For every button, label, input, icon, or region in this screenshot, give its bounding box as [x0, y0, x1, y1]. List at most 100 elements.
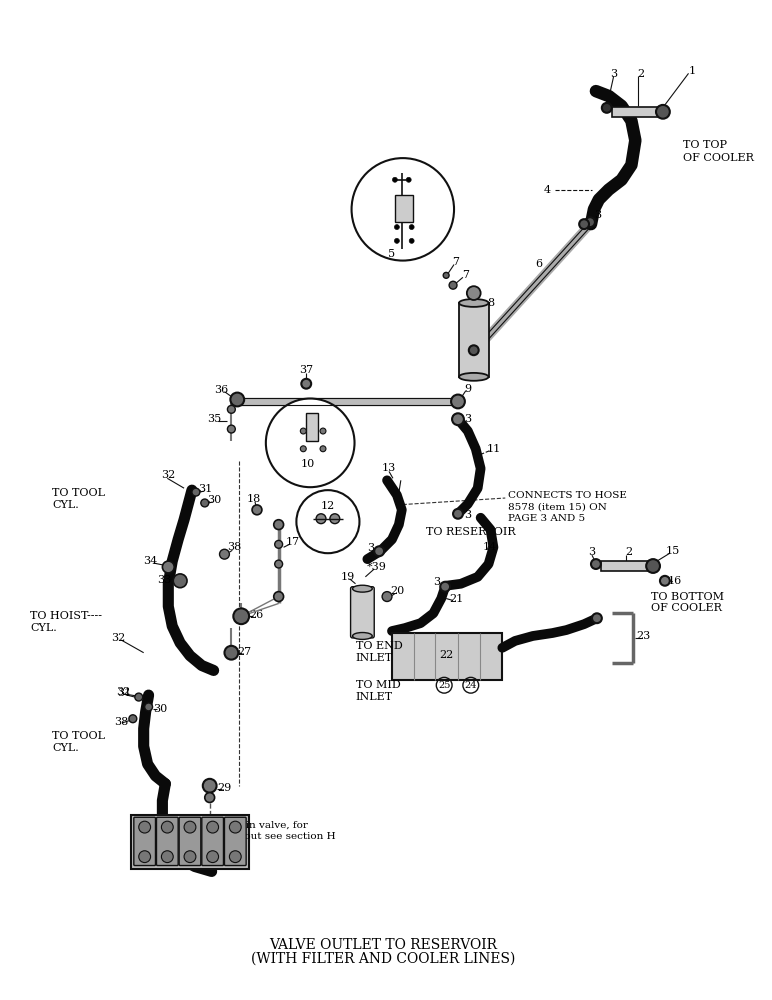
Circle shape [320, 428, 326, 434]
FancyBboxPatch shape [306, 413, 318, 441]
Text: 27: 27 [237, 647, 251, 657]
FancyBboxPatch shape [350, 587, 374, 638]
Circle shape [173, 574, 187, 588]
Text: 30: 30 [208, 495, 222, 505]
Text: 19: 19 [340, 572, 355, 582]
Polygon shape [471, 221, 593, 355]
Text: 13: 13 [382, 463, 396, 473]
Circle shape [274, 592, 283, 601]
Circle shape [406, 177, 411, 182]
Circle shape [192, 488, 200, 496]
Circle shape [330, 514, 340, 524]
Circle shape [184, 851, 196, 863]
Text: 32: 32 [116, 687, 130, 697]
Circle shape [301, 379, 311, 389]
Text: 31: 31 [198, 484, 213, 494]
Text: 20: 20 [390, 586, 404, 596]
Circle shape [467, 286, 481, 300]
Circle shape [139, 821, 151, 833]
Circle shape [184, 821, 196, 833]
Circle shape [443, 272, 449, 278]
FancyBboxPatch shape [611, 107, 658, 117]
FancyBboxPatch shape [201, 817, 223, 866]
Text: 7: 7 [452, 257, 459, 267]
Text: 33: 33 [157, 575, 171, 585]
Text: 31: 31 [117, 688, 131, 698]
Text: CONNECTS TO HOSE: CONNECTS TO HOSE [508, 491, 627, 500]
FancyBboxPatch shape [157, 817, 178, 866]
Circle shape [274, 520, 283, 530]
Circle shape [300, 446, 306, 452]
Text: TO TOOL: TO TOOL [52, 488, 105, 498]
Text: OF COOLER: OF COOLER [682, 153, 753, 163]
Text: 32: 32 [161, 470, 175, 480]
Circle shape [394, 225, 399, 230]
Text: 12: 12 [321, 501, 335, 511]
Text: 6: 6 [535, 259, 543, 269]
Text: 36: 36 [215, 385, 229, 395]
Text: 10: 10 [301, 459, 315, 469]
Text: 15: 15 [665, 546, 680, 556]
Circle shape [656, 105, 670, 119]
Circle shape [452, 413, 464, 425]
Ellipse shape [353, 585, 372, 592]
Circle shape [229, 821, 241, 833]
Text: TO MID: TO MID [356, 680, 400, 690]
Circle shape [139, 851, 151, 863]
Text: INLET: INLET [356, 653, 393, 663]
Text: 32: 32 [111, 633, 125, 643]
Text: 25: 25 [438, 681, 450, 690]
Circle shape [382, 592, 392, 601]
Text: 28: 28 [141, 825, 156, 835]
Circle shape [409, 238, 414, 243]
FancyBboxPatch shape [179, 817, 201, 866]
Text: 8: 8 [487, 298, 494, 308]
Text: (WITH FILTER AND COOLER LINES): (WITH FILTER AND COOLER LINES) [251, 952, 515, 966]
Text: 3: 3 [367, 543, 374, 553]
Circle shape [233, 608, 249, 624]
FancyBboxPatch shape [601, 561, 648, 571]
Text: 29: 29 [218, 783, 232, 793]
Text: VALVE OUTLET TO RESERVOIR: VALVE OUTLET TO RESERVOIR [269, 938, 497, 952]
Text: OF COOLER: OF COOLER [651, 603, 722, 613]
Circle shape [225, 646, 239, 660]
Circle shape [162, 561, 174, 573]
Text: 4: 4 [544, 185, 551, 195]
Text: 3: 3 [610, 69, 618, 79]
Circle shape [296, 490, 360, 553]
Text: Main valve, for: Main valve, for [229, 821, 308, 830]
Text: *39: *39 [367, 562, 387, 572]
Text: TO TOP: TO TOP [682, 140, 726, 150]
Text: CYL.: CYL. [52, 743, 79, 753]
Circle shape [207, 821, 218, 833]
Circle shape [144, 703, 153, 711]
Circle shape [228, 405, 235, 413]
Circle shape [591, 559, 601, 569]
Circle shape [201, 499, 208, 507]
Text: 2: 2 [625, 547, 632, 557]
Circle shape [266, 399, 354, 487]
Circle shape [228, 425, 235, 433]
Text: 2: 2 [638, 69, 645, 79]
Circle shape [409, 225, 414, 230]
Circle shape [660, 576, 670, 586]
Text: 16: 16 [668, 576, 682, 586]
Text: 7: 7 [462, 270, 469, 280]
Circle shape [646, 559, 660, 573]
Circle shape [469, 345, 479, 355]
FancyBboxPatch shape [459, 303, 489, 377]
Text: 17: 17 [286, 537, 300, 547]
Ellipse shape [459, 373, 489, 381]
Text: 5: 5 [388, 249, 395, 259]
Circle shape [252, 505, 262, 515]
Circle shape [161, 851, 173, 863]
Text: TO TOOL: TO TOOL [52, 731, 105, 741]
Circle shape [320, 446, 326, 452]
Circle shape [161, 821, 173, 833]
Circle shape [203, 779, 217, 793]
Text: CYL.: CYL. [52, 500, 79, 510]
Circle shape [592, 613, 602, 623]
Text: 1: 1 [689, 66, 696, 76]
Ellipse shape [459, 299, 489, 307]
Text: 37: 37 [300, 365, 313, 375]
